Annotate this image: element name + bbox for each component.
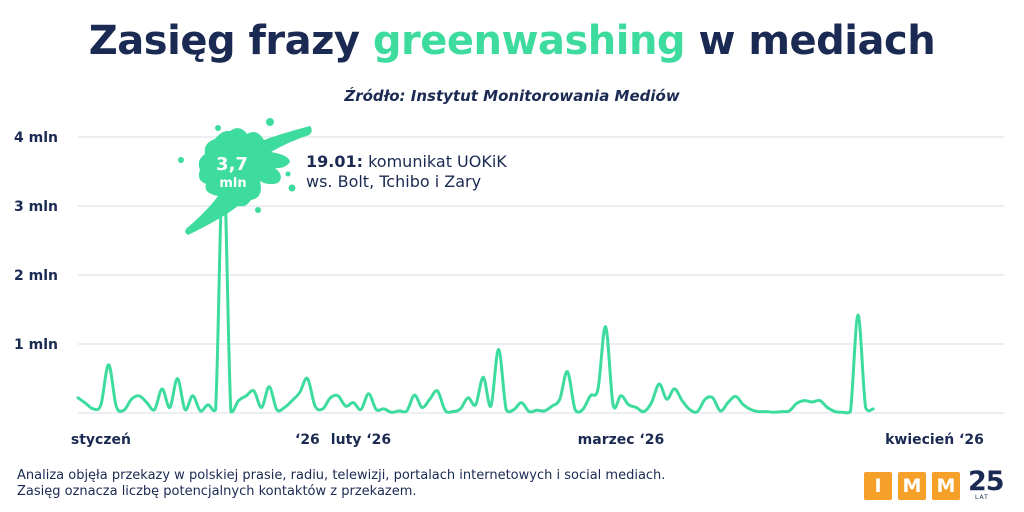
annotation-text: 19.01: komunikat UOKiK (306, 152, 507, 171)
peak-unit-label: mln (219, 176, 246, 191)
page-title: Zasięg frazy greenwashing w mediach (0, 18, 1024, 64)
y-axis-tick-labels: 1 mln 2 mln 3 mln 4 mln (14, 130, 58, 353)
splash-icon (178, 118, 312, 235)
logo-letter-i: I (864, 472, 892, 500)
logo-letter-m-2: M (932, 472, 960, 500)
y-tick-label: 2 mln (14, 268, 58, 284)
annotation-line-2: ws. Bolt, Tchibo i Zary (306, 172, 481, 191)
x-tick-label: styczeń (71, 432, 131, 448)
annotation-date: 19.01: (306, 152, 363, 171)
annotation-box (299, 147, 528, 194)
source-subtitle: Źródło: Instytut Monitorowania Mediów (344, 87, 680, 105)
x-tick-label: kwiecień ‘26 (885, 432, 984, 448)
x-axis-tick-labels: styczeń ‘26 luty ‘26 marzec ‘26 kwiecień ‘26 (71, 432, 984, 448)
title-part-1: Zasięg frazy (88, 18, 373, 64)
y-tick-label: 3 mln (14, 199, 58, 215)
y-tick-label: 4 mln (14, 130, 58, 146)
annotation-line-1: komunikat UOKiK (363, 152, 507, 171)
series-line-zasieg (76, 156, 875, 415)
x-tick-label: marzec ‘26 (578, 432, 665, 448)
footnote-line-1: Analiza objęła przekazy w polskiej prasi… (17, 468, 666, 483)
footnote-line-2: Zasięg oznacza liczbę potencjalnych kont… (17, 484, 417, 499)
logo-number: 25 (968, 466, 1005, 497)
peak-value-label: 3,7 (216, 154, 248, 175)
x-tick-label: luty ‘26 (331, 432, 391, 448)
y-tick-label: 1 mln (14, 337, 58, 353)
footnote: Analiza objęła przekazy w polskiej prasi… (17, 468, 665, 500)
logo-letter-m-1: M (898, 472, 926, 500)
title-accent-word: greenwashing (372, 18, 686, 64)
imm-logo: I M M 25 LAT (864, 466, 1014, 502)
title-part-2: w mediach (685, 18, 936, 64)
logo-sub: LAT (975, 494, 989, 501)
x-tick-label: ‘26 (295, 432, 320, 448)
